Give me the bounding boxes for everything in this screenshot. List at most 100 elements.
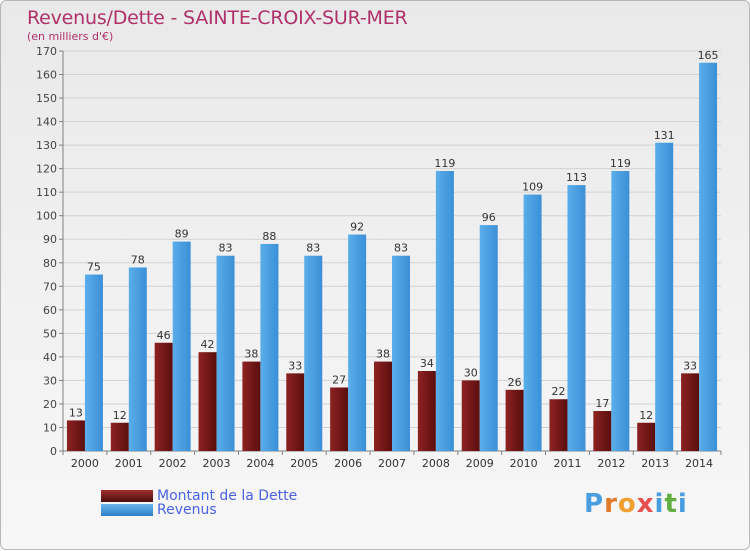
bar-revenue: [435, 171, 454, 451]
logo-letter: P: [584, 489, 605, 519]
data-label-revenue: 119: [434, 157, 455, 170]
x-tick-label: 2003: [203, 457, 231, 470]
x-tick-label: 2000: [71, 457, 99, 470]
data-label-debt: 12: [113, 409, 127, 422]
bar-revenue: [348, 234, 367, 451]
bar-revenue: [304, 255, 323, 451]
bar-revenue: [260, 243, 279, 451]
x-tick-label: 2011: [553, 457, 581, 470]
data-label-debt: 22: [551, 385, 565, 398]
y-tick-label: 170: [36, 45, 57, 58]
x-tick-label: 2007: [378, 457, 406, 470]
data-label-debt: 38: [376, 348, 390, 361]
logo-letter: r: [604, 489, 618, 519]
data-label-debt: 33: [288, 359, 302, 372]
data-label-revenue: 165: [698, 49, 719, 62]
bar-revenue: [479, 225, 498, 451]
bar-revenue: [392, 255, 410, 451]
data-label-revenue: 89: [175, 228, 189, 241]
y-tick-label: 150: [36, 92, 57, 105]
y-tick-label: 160: [36, 69, 57, 82]
x-tick-label: 2014: [685, 457, 713, 470]
y-tick-label: 90: [43, 233, 57, 246]
bar-revenue: [523, 194, 542, 451]
logo-letter: o: [617, 489, 637, 519]
data-label-debt: 17: [595, 397, 609, 410]
data-label-revenue: 109: [522, 181, 543, 194]
x-tick-label: 2002: [159, 457, 187, 470]
data-label-revenue: 78: [131, 253, 145, 266]
bar-revenue: [216, 255, 235, 451]
bar-debt: [681, 373, 700, 451]
bar-debt: [549, 399, 568, 451]
logo-letter: t: [664, 489, 678, 519]
bar-debt: [374, 361, 392, 451]
y-tick-label: 20: [43, 398, 57, 411]
data-label-revenue: 119: [610, 157, 631, 170]
logo-letter: i: [654, 489, 665, 519]
bar-debt: [66, 420, 85, 451]
legend-swatch-debt: [101, 490, 153, 502]
bar-debt: [417, 371, 436, 451]
data-label-revenue: 83: [306, 242, 320, 255]
bar-revenue: [699, 62, 718, 451]
data-label-debt: 30: [464, 366, 478, 379]
x-tick-label: 2010: [510, 457, 538, 470]
data-label-revenue: 96: [482, 211, 496, 224]
x-tick-label: 2013: [641, 457, 669, 470]
data-label-debt: 26: [508, 376, 522, 389]
legend-item-debt: Montant de la Dette: [101, 489, 297, 503]
bar-debt: [286, 373, 305, 451]
y-tick-label: 50: [43, 327, 57, 340]
data-label-debt: 46: [157, 329, 171, 342]
y-tick-label: 110: [36, 186, 57, 199]
y-tick-label: 120: [36, 163, 57, 176]
bar-debt: [461, 380, 480, 451]
logo-letter: x: [636, 489, 655, 519]
y-tick-label: 0: [50, 445, 57, 458]
data-label-revenue: 113: [566, 171, 587, 184]
legend-swatch-revenue: [101, 504, 153, 516]
data-label-debt: 12: [639, 409, 653, 422]
chart-title: Revenus/Dette - SAINTE-CROIX-SUR-MER: [27, 7, 408, 29]
data-label-debt: 34: [420, 357, 434, 370]
x-tick-label: 2004: [246, 457, 274, 470]
bar-revenue: [128, 267, 147, 451]
data-label-debt: 33: [683, 359, 697, 372]
chart-subtitle: (en milliers d'€): [27, 30, 114, 43]
y-tick-label: 30: [43, 374, 57, 387]
legend-item-revenue: Revenus: [101, 503, 217, 517]
bar-debt: [154, 342, 173, 451]
bar-debt: [593, 411, 612, 451]
y-tick-label: 60: [43, 304, 57, 317]
y-tick-label: 10: [43, 421, 57, 434]
x-tick-label: 2006: [334, 457, 362, 470]
logo-letter: i: [677, 489, 688, 519]
bar-revenue: [655, 142, 674, 451]
y-tick-label: 70: [43, 280, 57, 293]
y-tick-label: 100: [36, 210, 57, 223]
bar-debt: [242, 361, 261, 451]
bar-debt: [198, 352, 217, 451]
bar-debt: [110, 422, 129, 451]
data-label-debt: 27: [332, 373, 346, 386]
y-tick-label: 80: [43, 257, 57, 270]
x-tick-label: 2008: [422, 457, 450, 470]
data-label-revenue: 88: [262, 230, 276, 243]
bar-debt: [637, 422, 656, 451]
bar-debt: [505, 389, 524, 451]
data-label-debt: 13: [69, 406, 83, 419]
x-tick-label: 2005: [290, 457, 318, 470]
y-tick-label: 40: [43, 351, 57, 364]
x-tick-label: 2009: [466, 457, 494, 470]
data-label-debt: 38: [244, 348, 258, 361]
bar-revenue: [84, 274, 103, 451]
legend-label-debt: Montant de la Dette: [157, 488, 298, 504]
data-label-debt: 42: [201, 338, 215, 351]
bar-revenue: [172, 241, 191, 451]
data-label-revenue: 92: [350, 221, 364, 234]
data-label-revenue: 83: [394, 242, 408, 255]
x-tick-label: 2012: [597, 457, 625, 470]
data-label-revenue: 131: [654, 129, 675, 142]
